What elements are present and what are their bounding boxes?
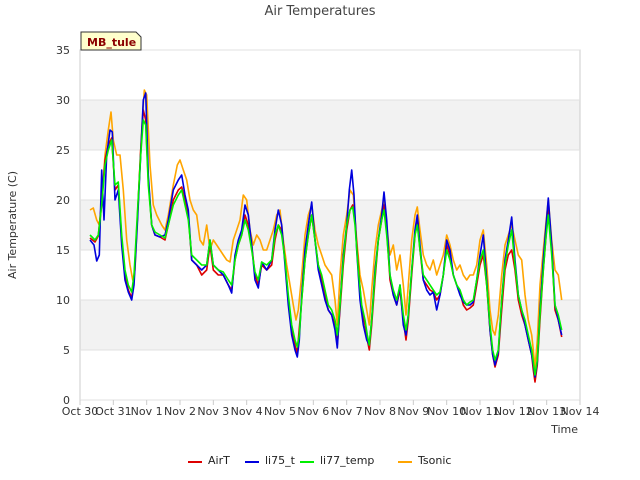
y-tick-label: 15 xyxy=(56,244,70,257)
y-tick-label: 0 xyxy=(63,394,70,407)
y-axis-label: Air Temperature (C) xyxy=(6,171,19,279)
x-axis-label: Time xyxy=(550,423,578,436)
x-tick-label: Nov 3 xyxy=(197,405,229,418)
y-tick-label: 20 xyxy=(56,194,70,207)
legend-entry-label: AirT xyxy=(208,454,230,467)
site-badge: MB_tule xyxy=(80,31,142,51)
x-tick-label: Nov 14 xyxy=(561,405,600,418)
legend: AirT li75_t li77_temp Tsonic xyxy=(188,454,451,467)
x-tick-label: Nov 6 xyxy=(297,405,329,418)
x-tick-label: Nov 9 xyxy=(397,405,429,418)
x-tick-label: Nov 11 xyxy=(461,405,500,418)
x-tick-label: Nov 13 xyxy=(527,405,566,418)
x-tick-label: Nov 2 xyxy=(164,405,196,418)
x-tick-label: Nov 8 xyxy=(364,405,396,418)
x-tick-label: Oct 30 xyxy=(62,405,99,418)
chart-title: Air Temperatures xyxy=(264,4,375,19)
background-band xyxy=(80,50,580,100)
series-lines xyxy=(89,89,563,383)
plot-background-bands xyxy=(80,50,580,400)
series-line-li77-temp xyxy=(89,119,563,376)
background-band xyxy=(80,200,580,250)
background-band xyxy=(80,350,580,400)
y-tick-label: 35 xyxy=(56,44,70,57)
legend-entry-label: li77_temp xyxy=(320,454,374,467)
legend-entry-label: li75_t xyxy=(265,454,296,467)
site-badge-label: MB_tule xyxy=(87,36,136,49)
site-badge-box xyxy=(80,31,142,51)
series-line-tsonic xyxy=(89,89,563,369)
legend-entry-label: Tsonic xyxy=(417,454,451,467)
background-band xyxy=(80,250,580,300)
x-tick-label: Nov 5 xyxy=(264,405,296,418)
y-axis: 0 5 10 15 20 25 30 35 xyxy=(56,44,580,407)
x-tick-label: Nov 7 xyxy=(331,405,363,418)
y-tick-label: 25 xyxy=(56,144,70,157)
y-tick-label: 10 xyxy=(56,294,70,307)
x-tick-label: Nov 4 xyxy=(231,405,263,418)
y-tick-label: 5 xyxy=(63,344,70,357)
x-tick-label: Nov 12 xyxy=(494,405,533,418)
x-tick-label: Nov 1 xyxy=(131,405,163,418)
background-band xyxy=(80,150,580,200)
x-tick-label: Nov 10 xyxy=(427,405,466,418)
x-tick-label: Oct 31 xyxy=(95,405,132,418)
y-tick-label: 30 xyxy=(56,94,70,107)
background-band xyxy=(80,100,580,150)
